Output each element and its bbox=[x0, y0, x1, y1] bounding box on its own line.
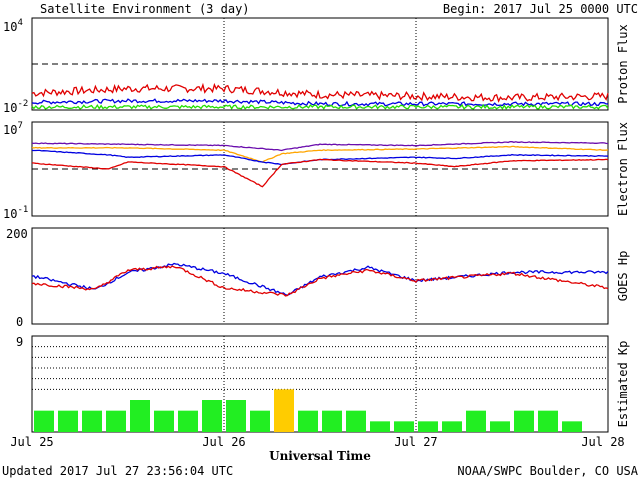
updated-label: Updated 2017 Jul 27 23:56:04 UTC bbox=[2, 464, 233, 478]
kp-bar-1 bbox=[58, 410, 78, 432]
kp-panel-frame bbox=[31, 335, 609, 433]
kp-bar-8 bbox=[226, 400, 246, 432]
proton-ytick-bottom: 10-2 bbox=[3, 99, 28, 115]
kp-ytick-top: 9 bbox=[16, 335, 23, 349]
kp-bar-2 bbox=[82, 410, 102, 432]
electron-series-red bbox=[31, 158, 609, 188]
proton-series-blue bbox=[31, 98, 609, 107]
electron-ytick-bottom: 10-1 bbox=[3, 205, 28, 221]
goes-hp-ytick-bottom: 0 bbox=[16, 315, 23, 329]
goes-hp-ylabel: GOES Hp bbox=[616, 251, 630, 302]
electron-series-orange bbox=[31, 145, 609, 163]
kp-bar-17 bbox=[442, 421, 462, 432]
kp-bar-14 bbox=[370, 421, 390, 432]
proton-ytick-top: 104 bbox=[3, 18, 23, 34]
kp-bar-21 bbox=[538, 410, 558, 432]
proton-ylabel: Proton Flux bbox=[616, 24, 630, 103]
electron-ylabel: Electron Flux bbox=[616, 122, 630, 216]
kp-bar-3 bbox=[106, 410, 126, 432]
begin-label: Begin: 2017 Jul 25 0000 UTC bbox=[443, 2, 638, 16]
kp-bar-10 bbox=[274, 389, 294, 432]
kp-bar-20 bbox=[514, 410, 534, 432]
kp-bar-4 bbox=[130, 400, 150, 432]
kp-bar-6 bbox=[178, 410, 198, 432]
goes-hp-ytick-top: 200 bbox=[6, 227, 28, 241]
xtick-jul25: Jul 25 bbox=[10, 435, 53, 449]
xtick-jul27: Jul 27 bbox=[394, 435, 437, 449]
goes_hp-series-red bbox=[31, 265, 609, 297]
xtick-jul26: Jul 26 bbox=[202, 435, 245, 449]
kp-bar-7 bbox=[202, 400, 222, 432]
proton-series-green bbox=[31, 103, 609, 110]
kp-bar-16 bbox=[418, 421, 438, 432]
kp-bar-0 bbox=[34, 410, 54, 432]
chart-title: Satellite Environment (3 day) bbox=[40, 2, 250, 16]
chart-marks bbox=[31, 18, 609, 432]
kp-bar-22 bbox=[562, 421, 582, 432]
kp-bar-15 bbox=[394, 421, 414, 432]
electron-ytick-top: 107 bbox=[3, 121, 23, 137]
kp-bar-5 bbox=[154, 410, 174, 432]
kp-ylabel: Estimated Kp bbox=[616, 341, 630, 428]
kp-bar-13 bbox=[346, 410, 366, 432]
kp-bar-11 bbox=[298, 410, 318, 432]
kp-bar-12 bbox=[322, 410, 342, 432]
kp-bar-19 bbox=[490, 421, 510, 432]
kp-bar-9 bbox=[250, 410, 270, 432]
xtick-jul28: Jul 28 bbox=[581, 435, 624, 449]
kp-bar-18 bbox=[466, 410, 486, 432]
source-label: NOAA/SWPC Boulder, CO USA bbox=[457, 464, 638, 478]
x-axis-title: Universal Time bbox=[269, 449, 371, 463]
proton-series-red bbox=[31, 82, 609, 103]
electron-series-purple bbox=[31, 141, 609, 152]
